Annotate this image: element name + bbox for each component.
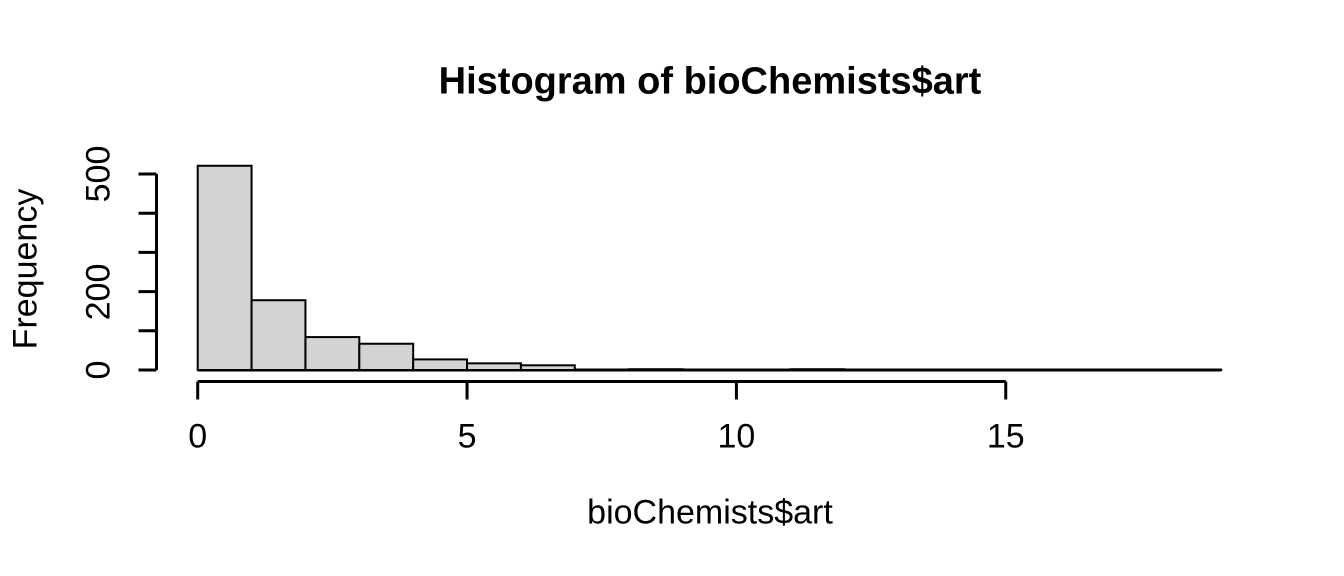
x-tick-label: 5	[457, 417, 477, 456]
histogram-bar	[627, 368, 684, 372]
histogram-bar	[789, 368, 846, 372]
y-tick-label: 200	[79, 263, 118, 320]
x-tick-label: 10	[717, 417, 756, 456]
y-tick-label: 500	[79, 145, 118, 203]
chart-title: Histogram of bioChemists$art	[438, 60, 982, 103]
x-tick-label: 0	[188, 417, 208, 456]
histogram-bar	[466, 362, 522, 371]
histogram-bar	[304, 336, 361, 371]
x-axis-title: bioChemists$art	[587, 493, 833, 532]
histogram-bar	[196, 164, 253, 371]
histogram-bar	[250, 299, 307, 371]
histogram-bar	[519, 364, 576, 371]
y-axis-title: Frequency	[6, 188, 45, 350]
histogram-bar	[412, 358, 469, 371]
x-tick-label: 15	[986, 417, 1025, 456]
y-tick-label: 0	[79, 360, 118, 380]
histogram-bar	[358, 342, 415, 371]
